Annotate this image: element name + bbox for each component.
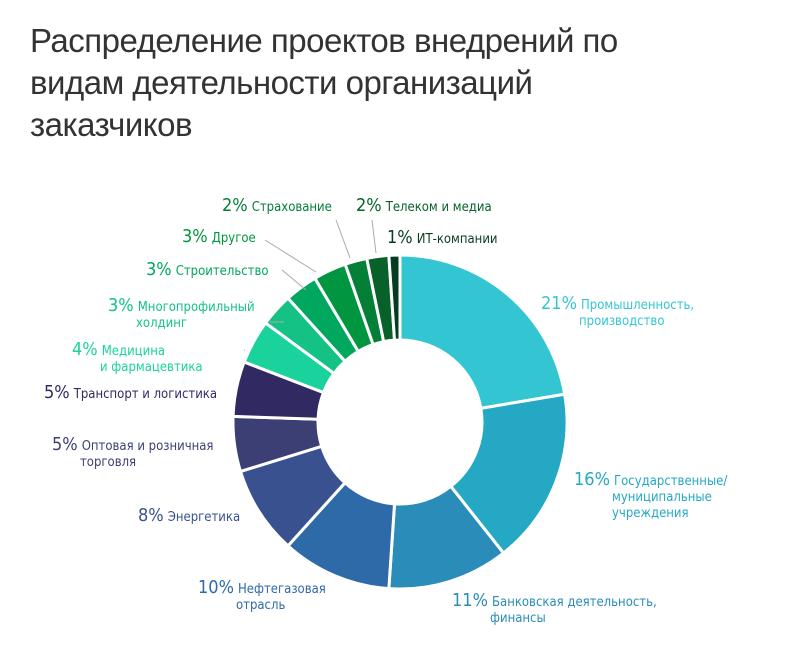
slice-percent: 5% bbox=[44, 382, 70, 403]
slice-percent: 21% bbox=[541, 293, 577, 314]
slice-name: Строительство bbox=[175, 264, 269, 279]
slice-label: 16% Государственные/муниципальные учрежден… bbox=[574, 469, 728, 522]
slice-label: 2% Телеком и медиа bbox=[356, 195, 492, 216]
leader-line bbox=[371, 219, 377, 254]
slice-label: 21% Промышленность, производство bbox=[541, 293, 695, 330]
slice-label: 1% ИТ-компании bbox=[387, 227, 498, 248]
slice-name: Оптовая и розничная bbox=[81, 439, 214, 454]
slice-name: холдинг bbox=[136, 316, 188, 331]
slice-percent: 11% bbox=[452, 590, 488, 611]
slice-14 bbox=[387, 253, 402, 342]
slice-label: 11% Банковская деятельность, финансы bbox=[452, 590, 657, 627]
slice-name: финансы bbox=[490, 611, 546, 626]
leader-line bbox=[281, 269, 307, 291]
slice-name: учреждения bbox=[612, 506, 689, 521]
slice-name: и фармацевтика bbox=[100, 360, 203, 375]
slice-percent: 3% bbox=[108, 295, 134, 316]
slice-percent: 5% bbox=[52, 434, 78, 455]
slice-1 bbox=[398, 253, 567, 411]
slice-percent: 16% bbox=[574, 469, 610, 490]
slice-name: ИТ-компании bbox=[416, 232, 498, 247]
slice-label: 8% Энергетика bbox=[138, 505, 241, 526]
slice-name: муниципальные bbox=[612, 490, 712, 505]
slice-name: производство bbox=[579, 314, 665, 329]
slice-percent: 4% bbox=[72, 339, 98, 360]
slice-name: Страхование bbox=[251, 200, 332, 215]
chart-title: Распределение проектов внедрений по вида… bbox=[30, 22, 618, 143]
slice-percent: 3% bbox=[182, 226, 208, 247]
slice-percent: 10% bbox=[198, 577, 234, 598]
slice-label: 5% Транспорт и логистика bbox=[44, 382, 218, 403]
leader-line bbox=[335, 219, 351, 259]
slice-name: Многопрофильный bbox=[137, 300, 255, 315]
slice-2 bbox=[448, 392, 569, 556]
slice-label: 5% Оптовая и розничная торговля bbox=[52, 434, 214, 471]
slice-percent: 2% bbox=[222, 195, 248, 216]
slice-name: отрасль bbox=[236, 598, 286, 613]
slice-name: Энергетика bbox=[167, 510, 241, 525]
slice-name: Телеком и медиа bbox=[385, 200, 492, 215]
slice-name: Другое bbox=[211, 231, 256, 246]
slice-label: 3% Строительство bbox=[146, 259, 269, 280]
slice-name: Нефтегазовая bbox=[238, 582, 326, 597]
slice-percent: 3% bbox=[146, 259, 172, 280]
slice-name: Промышленность, bbox=[581, 298, 695, 313]
slice-label: 2% Страхование bbox=[222, 195, 332, 216]
slice-label: 3% Другое bbox=[182, 226, 256, 247]
slice-label: 3% Многопрофильный холдинг bbox=[108, 295, 255, 332]
leader-line bbox=[264, 239, 317, 273]
slice-name: Медицина bbox=[101, 344, 166, 359]
slice-name: Государственные/ bbox=[614, 474, 728, 489]
slice-name: Транспорт и логистика bbox=[73, 387, 218, 402]
slice-name: Банковская деятельность, bbox=[492, 595, 657, 610]
slice-label: 4% Медицина и фармацевтика bbox=[72, 339, 203, 376]
slice-percent: 1% bbox=[387, 227, 413, 248]
slice-percent: 2% bbox=[356, 195, 382, 216]
slice-label: 10% Нефтегазовая отрасль bbox=[198, 577, 326, 614]
slice-percent: 8% bbox=[138, 505, 164, 526]
slice-name: торговля bbox=[80, 455, 137, 470]
